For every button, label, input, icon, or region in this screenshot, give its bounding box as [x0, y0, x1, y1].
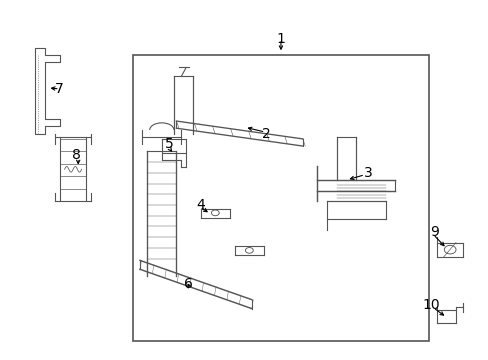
Text: 9: 9: [429, 225, 438, 239]
Text: 5: 5: [164, 137, 173, 151]
Text: 7: 7: [55, 82, 64, 96]
Text: 8: 8: [72, 148, 81, 162]
Text: 2: 2: [262, 127, 270, 140]
Bar: [132, 55, 428, 341]
Text: 3: 3: [364, 166, 372, 180]
Text: 6: 6: [184, 276, 193, 291]
Text: 1: 1: [276, 32, 285, 46]
Text: 10: 10: [422, 298, 440, 312]
Text: 4: 4: [196, 198, 204, 212]
